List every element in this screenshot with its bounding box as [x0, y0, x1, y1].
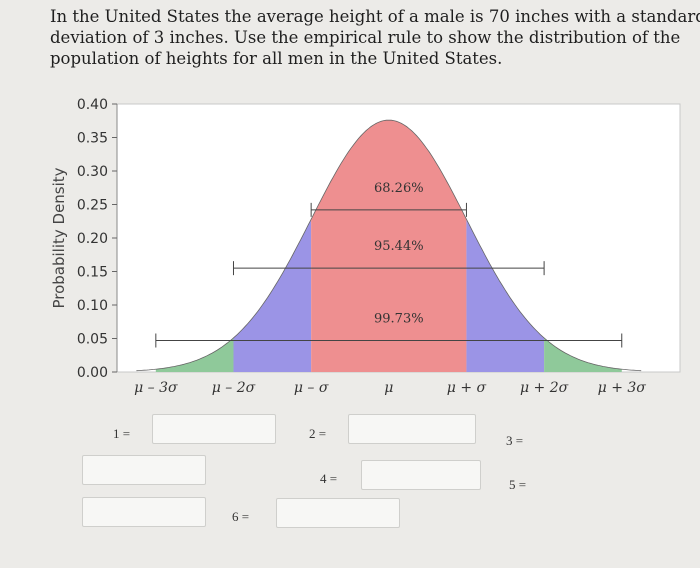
y-tick-label: 0.20 — [77, 231, 108, 247]
y-tick-label: 0.10 — [77, 298, 108, 314]
answer-input-extra-a[interactable] — [82, 455, 206, 485]
question-line: population of heights for all men in the… — [50, 49, 503, 68]
answer-input-extra-b[interactable] — [82, 497, 206, 527]
answer-input-4[interactable] — [361, 460, 481, 490]
region-area — [544, 337, 622, 372]
y-tick-label: 0.00 — [77, 365, 108, 381]
blank-label-1: 1 = — [113, 426, 131, 441]
y-tick-label: 0.15 — [77, 265, 108, 281]
y-tick-label: 0.25 — [77, 198, 108, 214]
y-tick-label: 0.30 — [77, 164, 108, 180]
region-area — [311, 120, 467, 372]
x-tick-label: μ – 3σ — [134, 380, 178, 396]
interval-label: 68.26% — [374, 181, 424, 196]
x-tick-label: μ + 3σ — [598, 380, 647, 396]
blank-label-4: 4 = — [320, 471, 338, 486]
y-tick-label: 0.05 — [77, 332, 108, 348]
blank-label-5: 5 = — [509, 477, 527, 492]
y-axis-label: Probability Density — [50, 167, 68, 308]
blank-label-6: 6 = — [232, 509, 250, 524]
density-curve — [136, 119, 642, 372]
x-tick-label: μ – 2σ — [212, 380, 256, 396]
x-tick-label: μ + σ — [447, 380, 487, 396]
question-line: In the United States the average height … — [50, 7, 700, 26]
region-area — [155, 337, 234, 372]
x-tick-label: μ + 2σ — [520, 380, 569, 396]
answer-input-6[interactable] — [276, 498, 400, 528]
y-tick-label: 0.40 — [77, 97, 108, 113]
answer-input-1[interactable] — [152, 414, 276, 444]
interval-label: 99.73% — [374, 312, 424, 327]
x-tick-label: μ – σ — [294, 380, 329, 396]
blank-label-3: 3 = — [506, 433, 524, 448]
x-tick-label: μ — [384, 380, 393, 396]
blank-label-2: 2 = — [309, 426, 327, 441]
question-line: deviation of 3 inches. Use the empirical… — [50, 28, 681, 47]
answer-input-2[interactable] — [348, 414, 476, 444]
interval-label: 95.44% — [374, 239, 424, 254]
question-text: In the United States the average height … — [50, 6, 700, 69]
y-tick-label: 0.35 — [77, 131, 108, 147]
